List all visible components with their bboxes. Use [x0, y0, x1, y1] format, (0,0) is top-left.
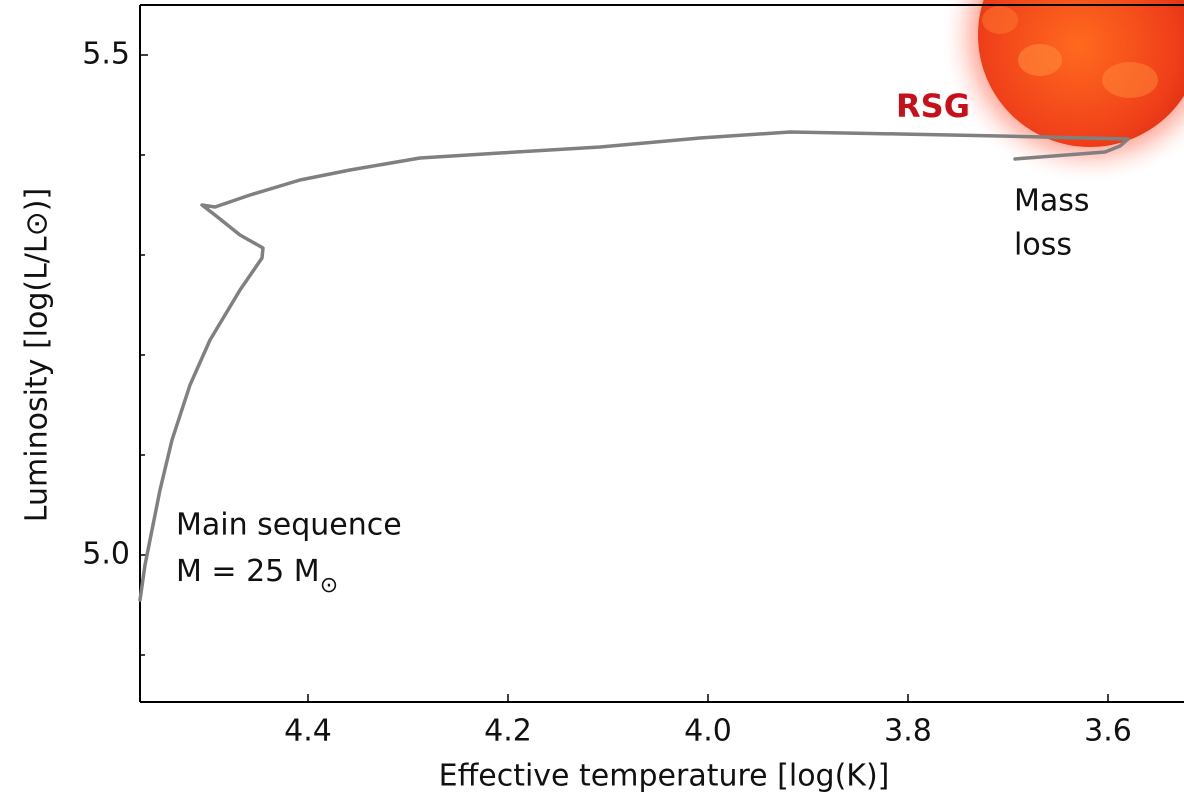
mass-loss-label: Mass [1014, 184, 1090, 219]
x-tick-label: 3.6 [1084, 714, 1132, 749]
mass-text: M = 25 M [176, 554, 320, 589]
star-illustration [940, 0, 1184, 185]
mass-loss-label: loss [1014, 228, 1072, 263]
rsg-label: RSG [896, 87, 970, 125]
x-tick-label: 4.4 [284, 714, 332, 749]
y-axis-label: Luminosity [log(L/L⊙)] [20, 188, 55, 522]
x-tick-label: 3.8 [884, 714, 932, 749]
mass-label: M = 25 M⊙ [176, 554, 338, 599]
x-tick-label: 4.2 [484, 714, 532, 749]
x-axis-label: Effective temperature [log(K)] [439, 759, 890, 794]
y-tick-label: 5.5 [82, 37, 130, 72]
y-tick-label: 5.0 [82, 537, 130, 572]
main-sequence-label: Main sequence [176, 508, 402, 543]
track-line [138, 130, 1130, 602]
mass-subscript: ⊙ [320, 573, 338, 598]
x-tick-label: 4.0 [684, 714, 732, 749]
